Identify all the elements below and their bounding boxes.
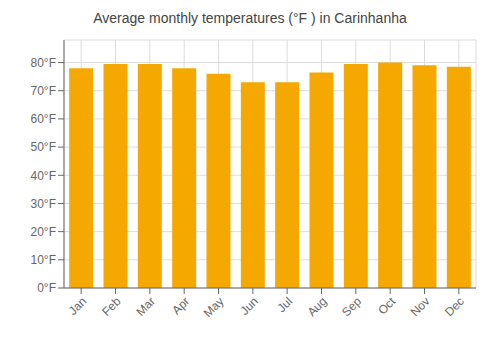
svg-text:Aug: Aug <box>305 294 330 319</box>
svg-text:Nov: Nov <box>408 294 433 319</box>
svg-text:80°F: 80°F <box>31 56 56 70</box>
svg-text:Apr: Apr <box>169 294 192 317</box>
svg-text:Sep: Sep <box>339 294 364 319</box>
svg-text:May: May <box>201 294 227 320</box>
svg-text:Dec: Dec <box>442 294 467 319</box>
svg-text:Oct: Oct <box>375 294 399 318</box>
svg-text:60°F: 60°F <box>31 112 56 126</box>
svg-text:Mar: Mar <box>133 294 158 319</box>
svg-text:0°F: 0°F <box>37 281 56 295</box>
html-text:Average monthly temperatures (: Average monthly temperatures (°F ) in Ca… <box>93 10 407 26</box>
svg-text:50°F: 50°F <box>31 140 56 154</box>
svg-text:70°F: 70°F <box>31 84 56 98</box>
svg-text:30°F: 30°F <box>31 197 56 211</box>
svg-text:Jul: Jul <box>275 294 296 315</box>
svg-text:10°F: 10°F <box>31 253 56 267</box>
svg-text:Jan: Jan <box>66 294 90 318</box>
svg-text:Jun: Jun <box>237 294 261 318</box>
svg-text:20°F: 20°F <box>31 225 56 239</box>
svg-text:40°F: 40°F <box>31 169 56 183</box>
svg-text:Feb: Feb <box>99 294 124 319</box>
